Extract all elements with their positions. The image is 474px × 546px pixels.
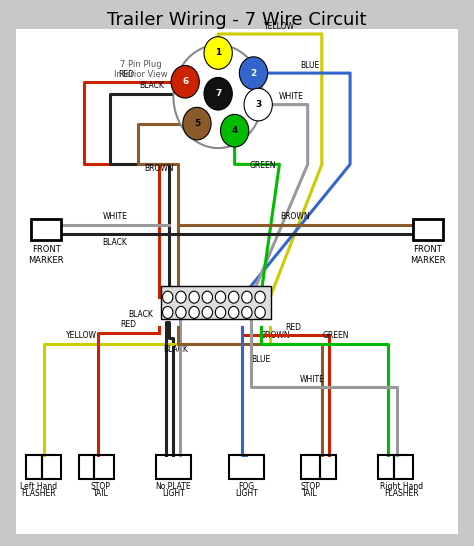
Circle shape [183,108,211,140]
Circle shape [215,306,226,318]
Text: STOP: STOP [300,482,320,491]
Circle shape [228,306,239,318]
Text: LIGHT: LIGHT [162,489,185,498]
Bar [156,455,191,479]
Text: BROWN: BROWN [281,212,310,221]
Text: FRONT
MARKER: FRONT MARKER [28,245,64,265]
Circle shape [163,306,173,318]
Circle shape [239,57,268,90]
Circle shape [255,291,265,303]
Circle shape [255,306,265,318]
Text: BROWN: BROWN [145,164,174,174]
Bar [26,455,42,479]
Text: GREEN: GREEN [250,161,276,170]
Text: STOP: STOP [91,482,110,491]
Circle shape [176,306,186,318]
Text: Right Hand: Right Hand [380,482,423,491]
Circle shape [215,291,226,303]
Circle shape [204,37,232,69]
Text: 5: 5 [194,119,200,128]
Bar [301,455,320,479]
Text: 7: 7 [215,89,221,98]
Text: TAIL: TAIL [92,489,108,498]
Text: Trailer Wiring - 7 Wire Circuit: Trailer Wiring - 7 Wire Circuit [107,11,367,29]
Circle shape [242,291,252,303]
Text: RED: RED [285,323,301,332]
Circle shape [189,291,199,303]
Circle shape [202,291,212,303]
Text: 4: 4 [231,126,238,135]
Circle shape [173,45,263,148]
Bar [229,455,264,479]
Text: YELLOW: YELLOW [264,22,295,31]
Circle shape [244,88,273,121]
Circle shape [202,306,212,318]
Text: WHITE: WHITE [279,92,304,102]
Text: 3: 3 [255,100,261,109]
Text: BLACK: BLACK [128,310,153,319]
Circle shape [163,291,173,303]
Text: BLUE: BLUE [251,355,270,364]
Text: BLACK: BLACK [140,81,164,91]
Text: 7 Pin Plug
Interior View: 7 Pin Plug Interior View [114,60,167,79]
Bar [320,455,336,479]
Bar [31,219,62,240]
Text: LIGHT: LIGHT [235,489,258,498]
Text: 1: 1 [215,49,221,57]
Bar [79,455,94,479]
Text: RED: RED [120,321,137,329]
Text: No.PLATE: No.PLATE [155,482,191,491]
Text: Left Hand: Left Hand [20,482,57,491]
Text: FLASHER: FLASHER [384,489,419,498]
Text: BLACK: BLACK [103,238,128,247]
Circle shape [189,306,199,318]
Text: BLACK: BLACK [164,346,188,354]
Text: WHITE: WHITE [300,375,325,384]
Circle shape [204,78,232,110]
Text: BLUE: BLUE [301,61,319,70]
Text: 2: 2 [250,69,256,78]
Bar [94,455,114,479]
Circle shape [171,66,199,98]
Bar [161,286,271,319]
Text: RED: RED [118,69,134,79]
Text: WHITE: WHITE [103,212,128,221]
Text: TAIL: TAIL [302,489,318,498]
Text: GREEN: GREEN [323,331,349,340]
Text: YELLOW: YELLOW [66,331,97,340]
Bar [412,219,443,240]
Text: 6: 6 [182,78,188,86]
Text: WHITE: WHITE [164,299,188,308]
Circle shape [176,291,186,303]
Text: BROWN: BROWN [260,331,290,340]
Bar [378,455,394,479]
Text: FRONT
MARKER: FRONT MARKER [410,245,446,265]
Bar [42,455,62,479]
Text: FOG: FOG [238,482,255,491]
Text: FLASHER: FLASHER [21,489,56,498]
Circle shape [242,306,252,318]
Circle shape [220,114,249,147]
Bar [394,455,413,479]
Circle shape [228,291,239,303]
